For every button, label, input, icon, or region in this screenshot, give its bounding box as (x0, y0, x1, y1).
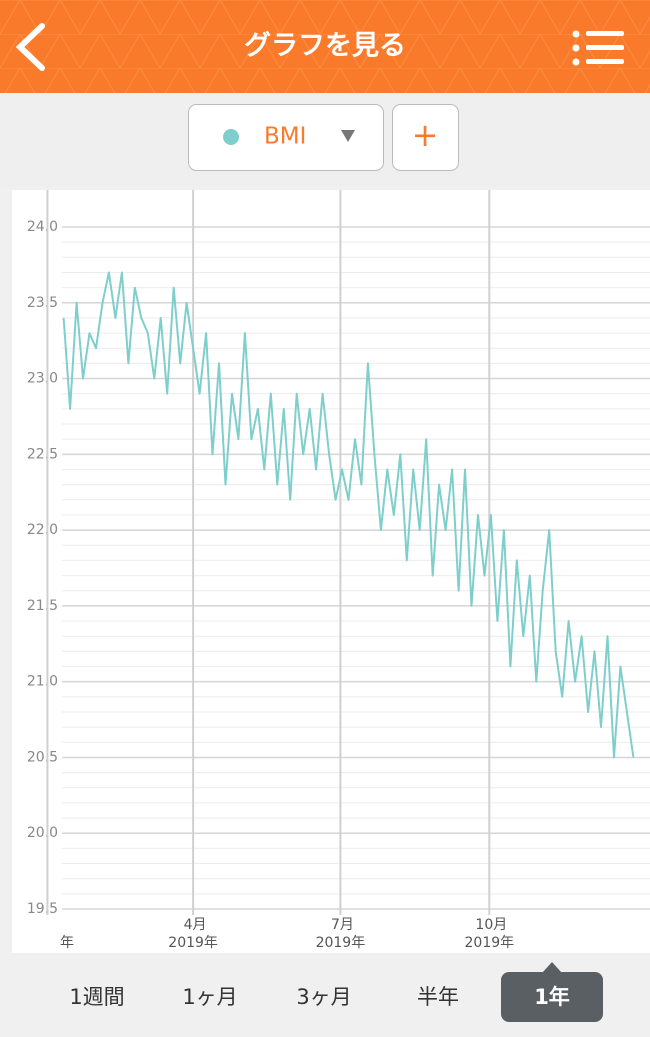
add-button[interactable] (392, 104, 459, 171)
metric-dot (223, 129, 239, 145)
metric-label: BMI (264, 124, 306, 150)
x-tick-label: 10月 (475, 917, 507, 933)
metric-selector[interactable] (188, 104, 384, 171)
y-tick-label: 19.5 (27, 901, 58, 917)
back-button[interactable] (15, 23, 45, 71)
x-tick-label: 4月 (184, 917, 207, 933)
tab[interactable]: 1年 (534, 985, 570, 1009)
tab[interactable]: 1ヶ月 (182, 985, 237, 1009)
selected-tab-bg (501, 972, 603, 1022)
tab[interactable]: 3ヶ月 (296, 985, 351, 1009)
y-tick-label: 21.5 (27, 598, 58, 614)
tab[interactable]: 半年 (417, 985, 459, 1009)
selected-tab-pointer (542, 962, 562, 973)
y-tick-label: 21.0 (27, 674, 58, 690)
y-tick-label: 23.5 (27, 295, 58, 311)
x-tick-sublabel: 2019年 (316, 935, 366, 951)
plot: 19.5 20.0 20.5 21.0 21.5 22.0 22.5 23.0 23.5 24.0… (27, 190, 650, 951)
y-tick-label: 23.0 (27, 371, 58, 387)
y-tick-label: 22.0 (27, 522, 58, 538)
dropdown-arrow (341, 130, 355, 142)
chart-panel (12, 190, 650, 953)
bmi-line (62, 271, 635, 759)
tab[interactable]: 1週間 (69, 985, 124, 1009)
header-title: グラフを見る (244, 30, 406, 62)
add-label: + (412, 116, 439, 154)
y-tick-label: 20.0 (27, 825, 58, 841)
y-tick-label: 24.0 (27, 219, 58, 235)
x-tick-sublabel: 2019年 (465, 935, 515, 951)
x-tick-sublabel: 年 (60, 935, 74, 951)
x-tick-label: 7月 (331, 917, 354, 933)
menu-button[interactable] (572, 30, 625, 66)
y-tick-label: 22.5 (27, 446, 58, 462)
y-tick-label: 20.5 (27, 749, 58, 765)
tabs: 1週間 1ヶ月 3ヶ月 半年 1年 (69, 962, 603, 1022)
header-pattern (0, 0, 650, 93)
x-tick-sublabel: 2019年 (168, 935, 218, 951)
